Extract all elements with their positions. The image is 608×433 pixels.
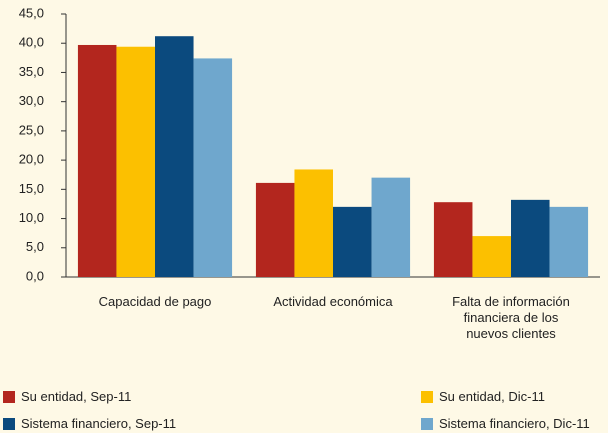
legend-item: Su entidad, Dic-11 bbox=[421, 389, 545, 404]
legend-item: Sistema financiero, Sep-11 bbox=[3, 416, 176, 431]
x-tick-label: Falta de información financiera de los n… bbox=[452, 294, 570, 341]
legend-swatch bbox=[3, 417, 15, 430]
legend-swatch bbox=[3, 390, 15, 403]
bar bbox=[116, 46, 155, 278]
x-tick-label: Capacidad de pago bbox=[98, 294, 212, 309]
x-tick-label: Actividad económica bbox=[273, 294, 393, 309]
y-tick-label: 40,0 bbox=[19, 35, 44, 50]
bar bbox=[472, 236, 511, 277]
bar bbox=[294, 169, 333, 277]
bar bbox=[371, 177, 411, 277]
bar bbox=[255, 182, 295, 277]
y-tick-label: 45,0 bbox=[19, 5, 44, 20]
y-tick-label: 15,0 bbox=[19, 181, 44, 196]
bar bbox=[77, 44, 117, 277]
legend-swatch bbox=[421, 417, 433, 430]
y-tick-label: 5,0 bbox=[26, 239, 44, 254]
bar bbox=[193, 58, 233, 277]
legend-label: Sistema financiero, Dic-11 bbox=[439, 416, 590, 431]
y-tick-label: 0,0 bbox=[26, 268, 44, 283]
legend-label: Su entidad, Dic-11 bbox=[439, 389, 545, 404]
y-tick-label: 25,0 bbox=[19, 122, 44, 137]
y-tick-label: 10,0 bbox=[19, 210, 44, 225]
y-tick-label: 35,0 bbox=[19, 64, 44, 79]
legend-item: Sistema financiero, Dic-11 bbox=[421, 416, 590, 431]
legend-item: Su entidad, Sep-11 bbox=[3, 389, 131, 404]
bar bbox=[511, 199, 550, 277]
bar bbox=[549, 206, 589, 277]
bar bbox=[155, 36, 194, 277]
legend-label: Sistema financiero, Sep-11 bbox=[21, 416, 177, 431]
bar bbox=[333, 206, 372, 277]
y-tick-label: 30,0 bbox=[19, 93, 44, 108]
bar bbox=[433, 202, 473, 277]
legend-label: Su entidad, Sep-11 bbox=[21, 389, 132, 404]
legend-swatch bbox=[421, 390, 433, 403]
y-tick-label: 20,0 bbox=[19, 152, 44, 167]
